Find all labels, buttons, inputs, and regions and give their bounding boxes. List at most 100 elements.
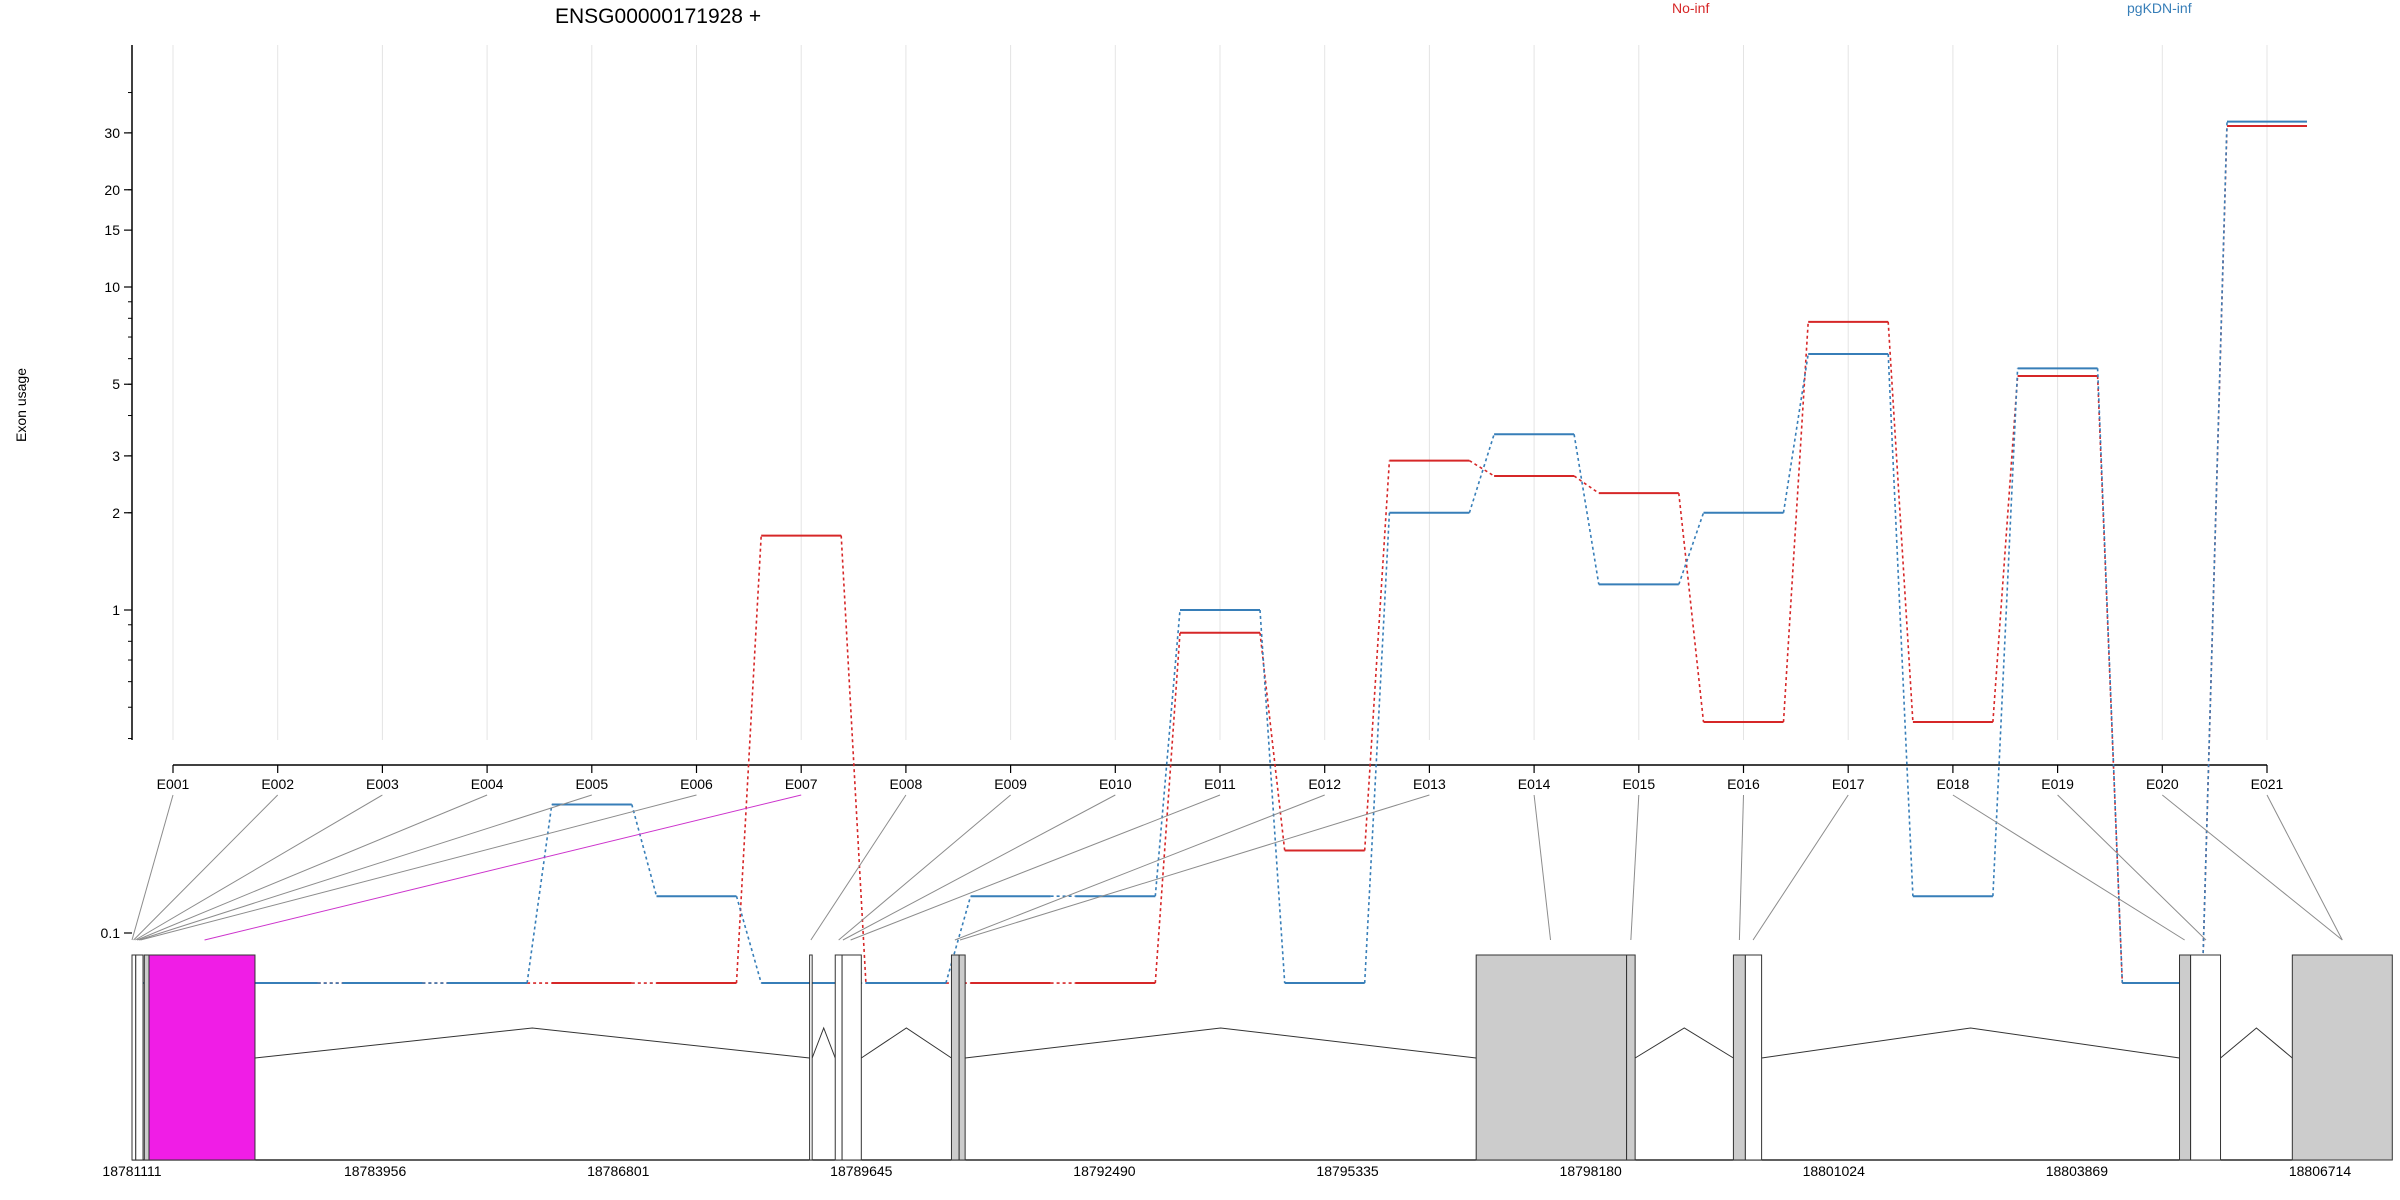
series-pgKDN-inf-connector <box>1573 434 1600 585</box>
genomic-tick-label-18806714: 18806714 <box>2289 1163 2352 1179</box>
y-tick-label-30: 30 <box>104 125 120 141</box>
series-pgKDN-inf-connector <box>1887 354 1914 897</box>
genomic-tick-label-18803869: 18803869 <box>2046 1163 2109 1179</box>
exon-link-E010 <box>842 794 1116 941</box>
series-pgKDN-inf-connector <box>2201 121 2228 984</box>
series-pgKDN-inf-connector <box>1363 512 1391 984</box>
exon-link-E004 <box>136 794 488 941</box>
exon-link-E021 <box>2266 794 2343 941</box>
series-pgKDN-inf-connector <box>1678 512 1705 585</box>
exon-link-E003 <box>135 794 383 941</box>
y-tick-label-15: 15 <box>104 222 120 238</box>
series-No-inf-connector <box>1154 632 1181 984</box>
y-tick-label-5: 5 <box>112 376 120 392</box>
series-No-inf-connector <box>1363 460 1391 851</box>
exon-box-12 <box>1732 954 1746 1161</box>
gene-model: 18781111 18783956 18786801 18789645 18792490… <box>102 954 2393 1179</box>
intron-3 <box>861 1027 952 1059</box>
exon-box-10 <box>1475 954 1628 1161</box>
genomic-tick-label-18798180: 18798180 <box>1560 1163 1623 1179</box>
series-pgKDN-inf-connector <box>1782 353 1809 513</box>
x-tick-label-E006: E006 <box>680 776 713 792</box>
exon-link-E014 <box>1533 794 1552 941</box>
series-No-inf-connector <box>735 535 762 984</box>
series-No-inf-connector <box>1782 321 1809 723</box>
series-pgKDN-inf-connector <box>735 895 762 984</box>
x-tick-label-E021: E021 <box>2251 776 2284 792</box>
series-No-inf-connector <box>840 535 867 984</box>
exon-box-6 <box>834 954 843 1161</box>
y-axis-label: Exon usage <box>13 368 29 442</box>
exon-link-E016 <box>1738 794 1744 941</box>
genomic-tick-label-18795335: 18795335 <box>1316 1163 1379 1179</box>
y-tick-label-2: 2 <box>112 505 120 521</box>
x-tick-label-E005: E005 <box>575 776 608 792</box>
x-tick-label-E015: E015 <box>1622 776 1655 792</box>
genomic-tick-label-18801024: 18801024 <box>1803 1163 1866 1179</box>
x-tick-label-E020: E020 <box>2146 776 2179 792</box>
exon-link-E020 <box>2161 794 2343 941</box>
grid <box>172 45 2268 740</box>
genomic-tick-label-18789645: 18789645 <box>830 1163 893 1179</box>
exon-box-9 <box>958 954 966 1161</box>
x-tick-label-E016: E016 <box>1727 776 1760 792</box>
exon-box-15 <box>2190 954 2222 1161</box>
x-tick-label-E008: E008 <box>890 776 923 792</box>
x-tick-label-E009: E009 <box>994 776 1027 792</box>
exon-box-8 <box>950 954 960 1161</box>
x-tick-label-E003: E003 <box>366 776 399 792</box>
series-pgKDN-inf-connector <box>1468 434 1495 514</box>
x-tick-label-E013: E013 <box>1413 776 1446 792</box>
exon-link-E005 <box>138 794 592 941</box>
exon-link-E019 <box>2057 794 2207 941</box>
y-tick-label-1: 1 <box>112 602 120 618</box>
intron-1 <box>254 1027 810 1059</box>
intron-7 <box>2220 1027 2293 1059</box>
x-tick-label-E018: E018 <box>1937 776 1970 792</box>
x-tick-label-E004: E004 <box>471 776 504 792</box>
genomic-tick-label-18783956: 18783956 <box>344 1163 407 1179</box>
series-pgKDN-inf <box>133 120 2307 985</box>
intron-5 <box>1634 1027 1734 1059</box>
series-pgKDN-inf-connector <box>631 804 658 897</box>
x-tick-label-E007: E007 <box>785 776 818 792</box>
series-No-inf-connector <box>1259 632 1286 851</box>
exon-link-E001 <box>131 794 174 941</box>
x-tick-label-E017: E017 <box>1832 776 1865 792</box>
series-pgKDN-inf-connector <box>1992 368 2019 897</box>
x-tick-label-E011: E011 <box>1204 776 1236 792</box>
series-No-inf-connector <box>1573 475 1600 494</box>
legend-entry-no-inf: No-inf <box>1672 0 1709 16</box>
exon-box-7 <box>841 954 862 1161</box>
exon-box-2 <box>135 954 144 1161</box>
x-tick-label-E001: E001 <box>157 776 190 792</box>
exon-link-lines <box>131 794 2343 941</box>
exon-link-E012 <box>954 794 1325 941</box>
series-lines <box>133 120 2307 985</box>
exon-box-11 <box>1626 954 1636 1161</box>
x-tick-label-E019: E019 <box>2041 776 2074 792</box>
y-tick-label-10: 10 <box>104 279 120 295</box>
series-No-inf-connector <box>1468 459 1495 477</box>
y-tick-label-20: 20 <box>104 182 120 198</box>
x-tick-label-E010: E010 <box>1099 776 1132 792</box>
axes: 0.1 1 2 3 5 10 15 20 30 E001 E002 E003 E004 E005 E006 E… <box>101 45 2284 941</box>
exon-link-E009 <box>838 794 1011 941</box>
genomic-tick-label-18781111: 18781111 <box>102 1163 161 1179</box>
genomic-tick-label-18792490: 18792490 <box>1073 1163 1136 1179</box>
legend-entry-pgkdn-inf: pgKDN-inf <box>2127 0 2192 16</box>
x-tick-label-E002: E002 <box>261 776 294 792</box>
series-pgKDN-inf-connector <box>526 804 553 984</box>
series-pgKDN-inf-connector <box>1259 609 1286 984</box>
exon-link-E011 <box>850 794 1221 941</box>
intron-4 <box>965 1027 1477 1059</box>
exon-link-E007 <box>204 794 802 941</box>
chart-title: ENSG00000171928 + <box>555 5 761 28</box>
x-tick-label-E014: E014 <box>1518 776 1551 792</box>
intron-6 <box>1761 1027 2180 1059</box>
series-No-inf-connector <box>1992 376 2019 723</box>
intron-2 <box>811 1026 836 1059</box>
x-tick-label-E012: E012 <box>1308 776 1341 792</box>
exon-link-E013 <box>959 794 1430 941</box>
